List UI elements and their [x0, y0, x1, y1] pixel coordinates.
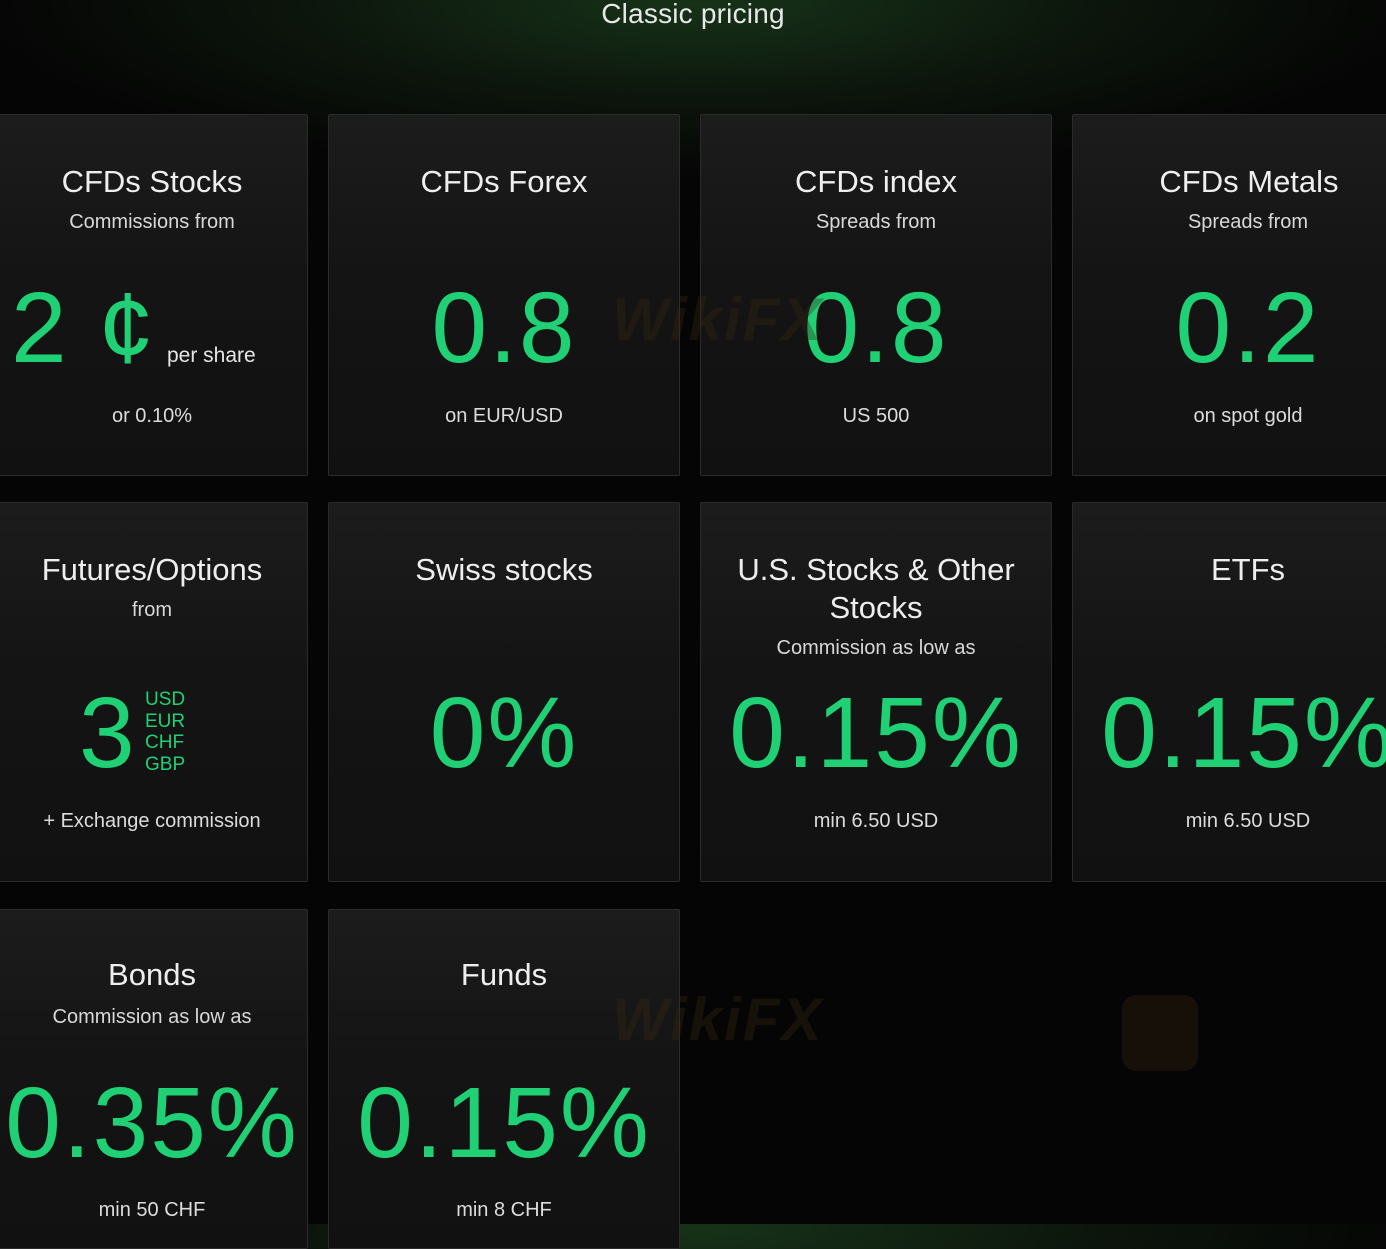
card-value: 0.35%: [5, 1067, 299, 1179]
card-title: Swiss stocks: [415, 552, 593, 587]
pricing-card-futures-options: Futures/Options from 3 USD EUR CHF GBP +…: [0, 502, 308, 882]
watermark-logo: [1122, 995, 1198, 1071]
card-subtitle: from: [132, 599, 172, 621]
card-footer: US 500: [842, 405, 910, 427]
card-value: 2 ¢: [11, 272, 157, 384]
currency-list: USD EUR CHF GBP: [145, 689, 185, 775]
watermark-text: WikiFX: [612, 286, 824, 353]
card-footer: on EUR/USD: [445, 405, 563, 427]
card-subtitle: Commission as low as: [52, 1006, 252, 1028]
card-footer: min 50 CHF: [98, 1199, 206, 1221]
pricing-card-funds: Funds 0.15% min 8 CHF: [328, 909, 680, 1249]
card-value-suffix: per share: [167, 344, 256, 367]
pricing-card-cfds-metals: CFDs Metals Spreads from 0.2 on spot gol…: [1072, 114, 1386, 476]
card-subtitle: Commissions from: [69, 211, 235, 233]
card-footer: or 0.10%: [111, 405, 193, 427]
card-subtitle: Spreads from: [815, 211, 937, 233]
card-footer: min 6.50 USD: [813, 810, 939, 832]
card-value: 0.8: [431, 272, 577, 384]
card-title: U.S. Stocks & Other Stocks: [737, 552, 1015, 625]
card-value: 0.15%: [357, 1067, 651, 1179]
card-value: 3: [79, 677, 137, 789]
currency-item: USD: [145, 689, 186, 710]
card-footer: + Exchange commission: [43, 810, 261, 832]
card-value: 0.15%: [1101, 677, 1386, 789]
card-value: 0.2: [1175, 272, 1321, 384]
card-subtitle: Spreads from: [1187, 211, 1309, 233]
card-title: ETFs: [1210, 552, 1286, 587]
card-title: CFDs Forex: [420, 164, 588, 199]
card-subtitle: Commission as low as: [776, 637, 976, 659]
page-title: Classic pricing: [601, 0, 785, 29]
card-value: 0.8: [803, 272, 949, 384]
pricing-card-bonds: Bonds Commission as low as 0.35% min 50 …: [0, 909, 308, 1249]
card-footer: min 6.50 USD: [1185, 810, 1311, 832]
watermark-text: WikiFX: [612, 986, 824, 1053]
card-title: CFDs Metals: [1159, 164, 1339, 199]
card-footer: min 8 CHF: [456, 1199, 552, 1221]
card-title: Funds: [460, 957, 548, 992]
card-title: CFDs index: [795, 164, 957, 199]
pricing-card-cfds-stocks: CFDs Stocks Commissions from 2 ¢ per sha…: [0, 114, 308, 476]
pricing-card-cfds-index: CFDs index Spreads from 0.8 US 500: [700, 114, 1052, 476]
card-title: Futures/Options: [41, 552, 263, 587]
pricing-card-us-stocks: U.S. Stocks & Other Stocks Commission as…: [700, 502, 1052, 882]
currency-item: CHF: [145, 732, 185, 753]
pricing-card-etfs: ETFs 0.15% min 6.50 USD: [1072, 502, 1386, 882]
pricing-card-swiss-stocks: Swiss stocks 0%: [328, 502, 680, 882]
card-footer: on spot gold: [1193, 405, 1303, 427]
currency-item: GBP: [145, 753, 186, 775]
pricing-card-cfds-forex: CFDs Forex 0.8 on EUR/USD: [328, 114, 680, 476]
card-title: CFDs Stocks: [61, 164, 243, 199]
card-value: 0%: [429, 677, 579, 789]
currency-item: EUR: [145, 710, 186, 732]
card-value: 0.15%: [729, 677, 1023, 789]
card-title: Bonds: [108, 957, 196, 992]
